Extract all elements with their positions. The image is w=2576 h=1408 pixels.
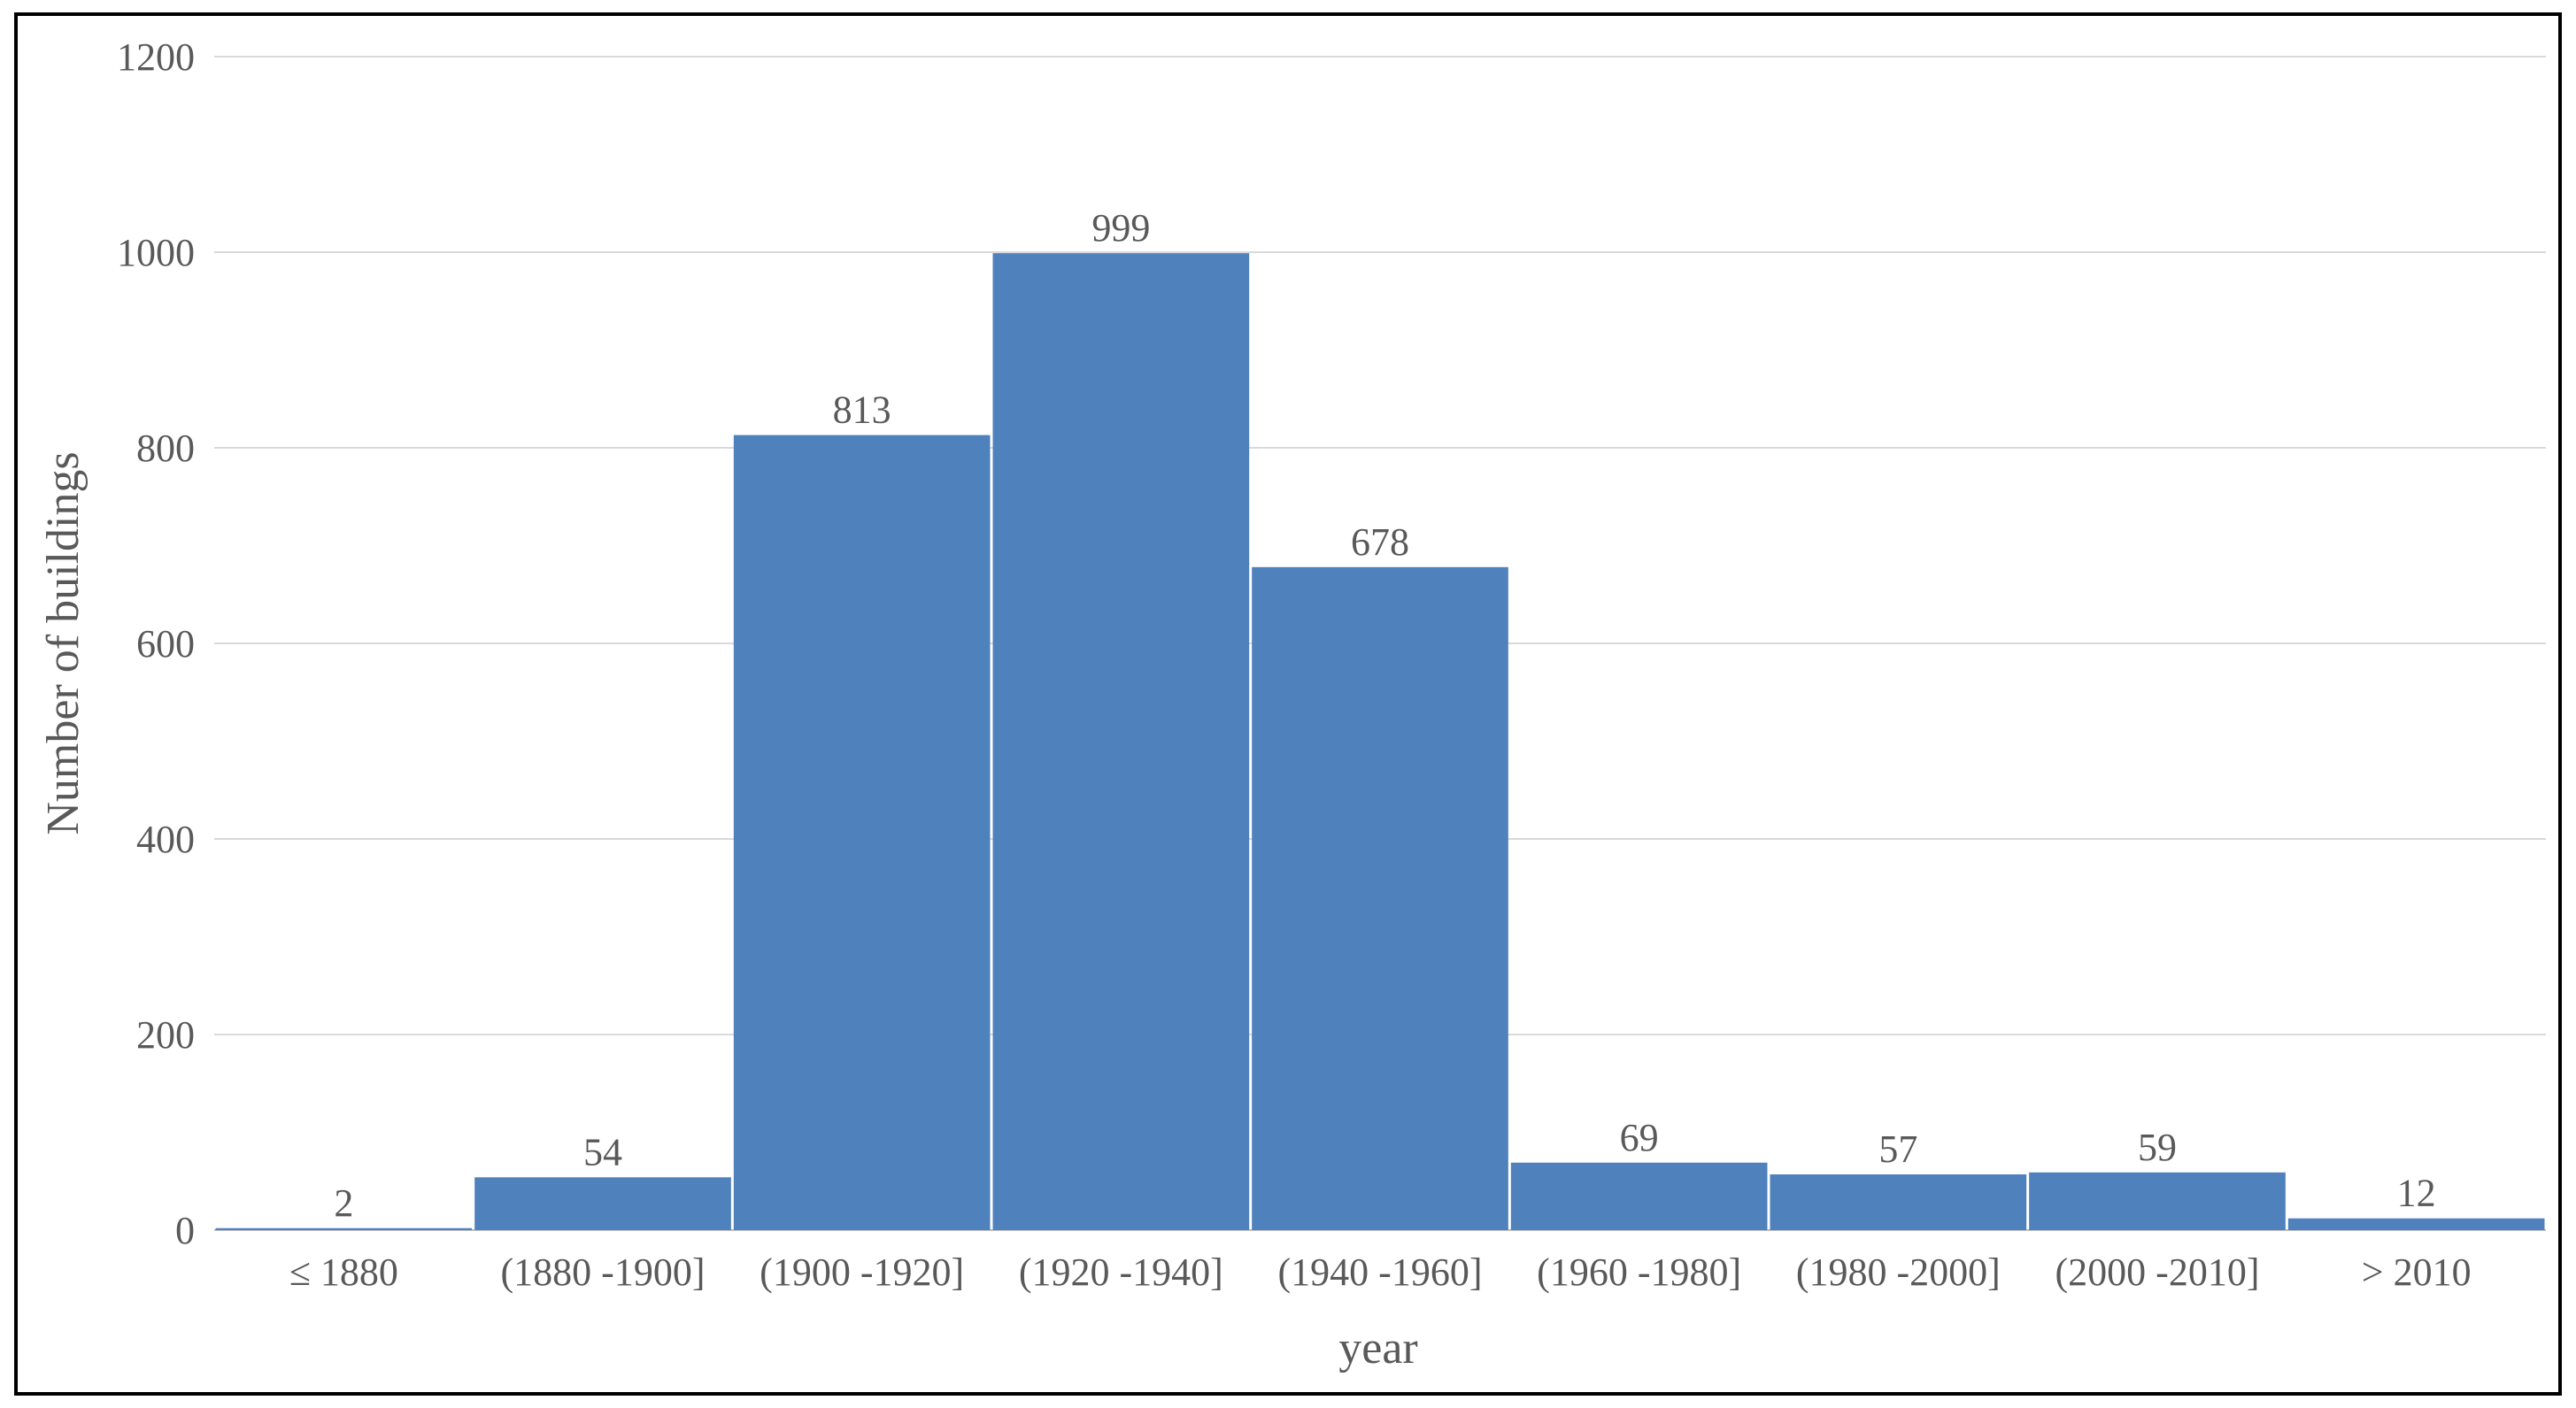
bar bbox=[474, 1177, 731, 1230]
bar bbox=[1252, 566, 1508, 1230]
data-label: 54 bbox=[583, 1130, 622, 1173]
data-label: 678 bbox=[1351, 520, 1409, 564]
bar bbox=[1510, 1162, 1768, 1230]
x-category-labels: ≤ 1880 (1880 -1900] (1900 -1920] (1920 -194… bbox=[289, 1250, 2472, 1294]
data-label: 59 bbox=[2138, 1126, 2177, 1169]
data-label: 813 bbox=[833, 389, 891, 432]
data-label: 57 bbox=[1878, 1127, 1917, 1171]
y-tick-label: 1200 bbox=[117, 35, 195, 79]
y-tick-labels: 0 200 400 600 800 1000 1200 bbox=[117, 35, 195, 1252]
x-category-label: (1920 -1940] bbox=[1019, 1250, 1223, 1294]
bar bbox=[2029, 1172, 2286, 1230]
x-category-label: ≤ 1880 bbox=[289, 1250, 398, 1294]
x-category-label: (1980 -2000] bbox=[1796, 1250, 2001, 1294]
y-tick-label: 400 bbox=[136, 818, 195, 861]
data-label: 2 bbox=[334, 1181, 353, 1225]
bar bbox=[215, 1227, 473, 1230]
bars bbox=[215, 253, 2545, 1231]
bar bbox=[992, 253, 1250, 1231]
data-label: 69 bbox=[1620, 1116, 1659, 1159]
bar bbox=[733, 435, 991, 1230]
y-tick-label: 800 bbox=[136, 427, 195, 470]
y-tick-label: 200 bbox=[136, 1013, 195, 1057]
x-category-label: (2000 -2010] bbox=[2055, 1250, 2260, 1294]
y-tick-label: 1000 bbox=[117, 231, 195, 274]
y-tick-label: 600 bbox=[136, 622, 195, 666]
y-tick-label: 0 bbox=[175, 1209, 195, 1252]
data-labels: 2 54 813 999 678 69 57 59 12 bbox=[334, 206, 2435, 1225]
x-category-label: (1900 -1920] bbox=[760, 1250, 964, 1294]
x-category-label: (1960 -1980] bbox=[1537, 1250, 1741, 1294]
x-category-label: (1880 -1900] bbox=[501, 1250, 706, 1294]
x-category-label: (1940 -1960] bbox=[1278, 1250, 1483, 1294]
x-category-label: > 2010 bbox=[2362, 1250, 2472, 1294]
data-label: 12 bbox=[2397, 1172, 2436, 1215]
bar bbox=[2287, 1218, 2545, 1230]
data-label: 999 bbox=[1091, 206, 1150, 250]
bar bbox=[1770, 1174, 2027, 1230]
x-axis-title: year bbox=[1338, 1323, 1417, 1373]
y-axis-title: Number of buildings bbox=[38, 451, 89, 835]
